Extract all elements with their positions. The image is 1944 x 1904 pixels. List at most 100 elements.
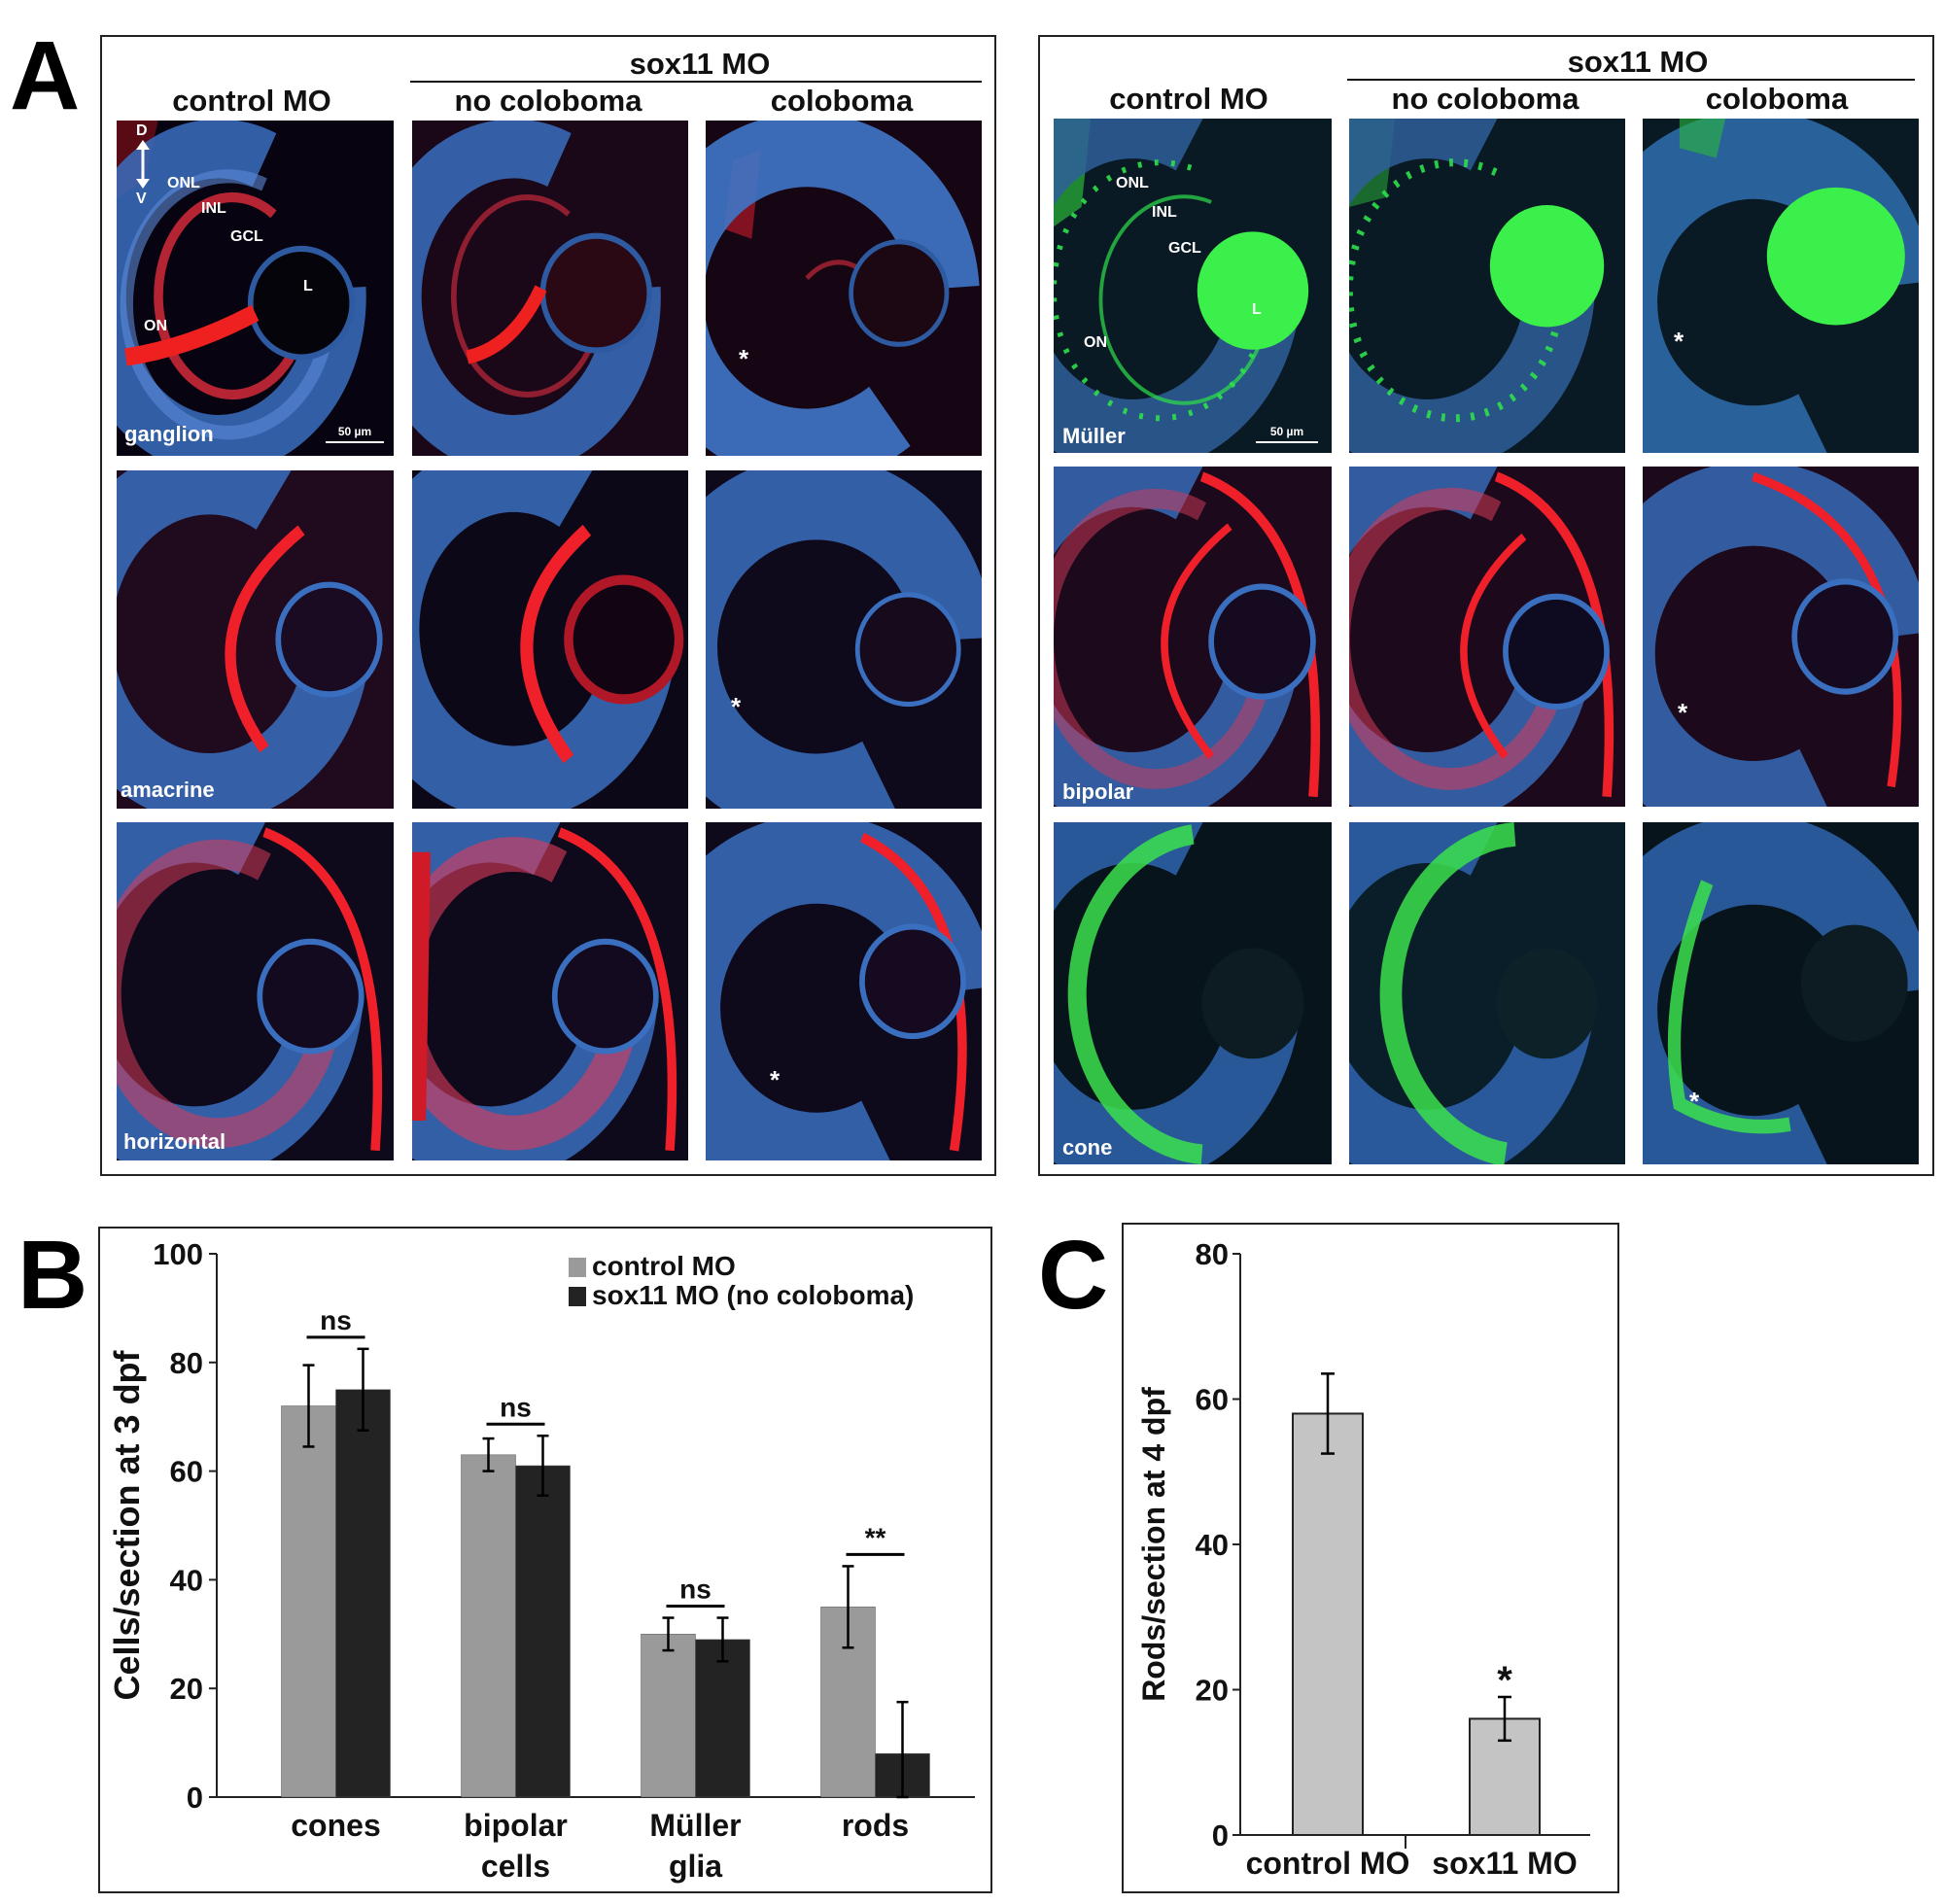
scale-bar-right: 50 µm <box>1256 425 1318 443</box>
chart-b-legend-label: sox11 MO (no coloboma) <box>592 1280 914 1310</box>
chart-b-y-tick-label: 100 <box>153 1237 203 1271</box>
chart-b-legend-swatch <box>569 1287 586 1306</box>
chart-c-y-tick-label: 60 <box>1196 1383 1229 1417</box>
chart-c-x-tick-label: sox11 MO <box>1432 1846 1577 1881</box>
micrograph-cone-control <box>1054 822 1332 1164</box>
chart-b-legend-label: control MO <box>592 1251 736 1281</box>
panel-b-chart: 0 20 40 60 80 100 Cells/section at 3 dpf ns cone… <box>100 1229 990 1891</box>
coloboma-asterisk-cone: * <box>1689 1087 1700 1116</box>
chart-b-x-tick-label: glia <box>669 1849 722 1884</box>
onl-label-right: ONL <box>1116 175 1149 191</box>
micrograph-ganglion-no-coloboma <box>412 121 688 456</box>
chart-b-y-tick-label: 20 <box>170 1672 203 1706</box>
inl-label: INL <box>201 200 226 217</box>
coloboma-asterisk-ganglion: * <box>739 344 749 373</box>
chart-b-y-tick-label: 60 <box>170 1455 203 1489</box>
row-label-ganglion: ganglion <box>124 422 214 446</box>
right-group-header-line <box>1347 79 1915 81</box>
chart-b-x-tick-label: rods <box>842 1808 909 1843</box>
micrograph-muller-no-coloboma <box>1349 119 1625 453</box>
scale-bar-left: 50 µm <box>326 425 384 443</box>
micrograph-bipolar-no-coloboma <box>1349 467 1625 807</box>
optic-nerve-label-right: ON <box>1084 334 1107 351</box>
gcl-label-right: GCL <box>1168 240 1201 257</box>
micrograph-cone-coloboma <box>1643 822 1919 1164</box>
scale-bar-left-text: 50 µm <box>337 425 372 438</box>
dorsal-label: D <box>136 122 148 139</box>
micrograph-muller-control <box>1054 119 1332 453</box>
chart-b-legend-swatch <box>569 1258 586 1277</box>
dorsal-ventral-arrow-icon <box>136 140 150 189</box>
left-col-header-no-coloboma: no coloboma <box>454 84 642 118</box>
right-col-header-no-coloboma: no coloboma <box>1391 82 1580 116</box>
chart-b-y-tick-label: 80 <box>170 1346 203 1380</box>
right-col-header-coloboma: coloboma <box>1705 82 1849 116</box>
optic-nerve-label: ON <box>144 318 167 334</box>
micrograph-amacrine-coloboma <box>706 470 982 809</box>
right-col-header-control: control MO <box>1109 82 1268 116</box>
row-label-muller: Müller <box>1062 424 1126 448</box>
chart-b-bar <box>641 1634 696 1798</box>
micrograph-cone-no-coloboma <box>1349 822 1625 1164</box>
scale-bar-right-text: 50 µm <box>1269 425 1304 438</box>
micrograph-amacrine-no-coloboma <box>412 470 688 809</box>
chart-b-sig-label: ns <box>500 1392 532 1422</box>
chart-c-y-tick-label: 20 <box>1196 1674 1229 1708</box>
chart-b-x-tick-label: cells <box>481 1849 550 1884</box>
chart-b-sig-label: ns <box>320 1305 352 1335</box>
row-label-amacrine: amacrine <box>121 778 215 802</box>
micrograph-ganglion-coloboma <box>706 121 982 456</box>
chart-b-y-label: Cells/section at 3 dpf <box>107 1349 147 1700</box>
micrograph-ganglion-control <box>117 121 394 456</box>
chart-c-y-tick-label: 0 <box>1212 1818 1229 1852</box>
panel-c-chart: 0 20 40 60 80 Rods/section at 4 dpf control MO… <box>1124 1225 1617 1891</box>
left-col-header-coloboma: coloboma <box>770 84 914 118</box>
chart-c-y-tick-label: 40 <box>1196 1528 1229 1562</box>
micrograph-bipolar-control <box>1054 467 1332 807</box>
chart-b-sig-label: ** <box>865 1522 886 1552</box>
micrograph-amacrine-control <box>117 470 394 809</box>
row-label-cone: cone <box>1062 1135 1113 1160</box>
chart-b-bar <box>695 1639 750 1798</box>
chart-b-x-tick-label: bipolar <box>464 1808 568 1843</box>
micrograph-horizontal-coloboma <box>706 822 982 1160</box>
left-col-header-control: control MO <box>172 84 331 118</box>
micrograph-horizontal-control <box>117 822 394 1160</box>
row-label-bipolar: bipolar <box>1062 779 1134 804</box>
row-label-horizontal: horizontal <box>123 1129 226 1154</box>
panel-c-letter: C <box>1038 1221 1109 1330</box>
left-group-header: sox11 MO <box>629 47 771 81</box>
chart-c-sig-label: * <box>1497 1659 1512 1702</box>
chart-c-x-tick-label: control MO <box>1246 1846 1410 1881</box>
chart-b-svg: 0 20 40 60 80 100 Cells/section at 3 dpf ns cone… <box>107 1237 975 1884</box>
coloboma-asterisk-horizontal: * <box>770 1065 781 1094</box>
chart-b-x-tick-label: Müller <box>649 1808 741 1843</box>
chart-b-bar <box>515 1465 571 1798</box>
coloboma-asterisk-muller: * <box>1674 327 1684 356</box>
panel-b-letter: B <box>17 1221 88 1330</box>
chart-c-y-tick-label: 80 <box>1196 1237 1229 1271</box>
chart-b-bar <box>335 1389 391 1798</box>
ventral-label: V <box>136 190 147 207</box>
chart-c-bar <box>1292 1412 1364 1836</box>
micrograph-muller-coloboma <box>1643 119 1919 453</box>
chart-b-bar <box>281 1405 336 1798</box>
lens-label-right: L <box>1252 301 1262 318</box>
chart-b-y-tick-label: 0 <box>187 1781 203 1815</box>
chart-c-svg: 0 20 40 60 80 Rods/section at 4 dpf control MO… <box>1136 1237 1590 1881</box>
onl-label: ONL <box>167 175 200 191</box>
right-group-header: sox11 MO <box>1567 45 1709 79</box>
chart-c-y-label: Rods/section at 4 dpf <box>1136 1387 1171 1702</box>
micrograph-horizontal-no-coloboma <box>412 822 688 1160</box>
chart-b-x-tick-label: cones <box>291 1808 380 1843</box>
coloboma-asterisk-amacrine: * <box>731 692 742 721</box>
inl-label-right: INL <box>1152 204 1177 221</box>
gcl-label: GCL <box>230 228 263 245</box>
micrograph-bipolar-coloboma <box>1643 467 1919 807</box>
coloboma-asterisk-bipolar: * <box>1678 698 1688 727</box>
lens-label: L <box>303 278 313 294</box>
panel-a-letter: A <box>10 21 81 130</box>
chart-b-bar <box>461 1454 516 1798</box>
chart-b-sig-label: ns <box>679 1575 712 1605</box>
chart-b-y-tick-label: 40 <box>170 1563 203 1597</box>
